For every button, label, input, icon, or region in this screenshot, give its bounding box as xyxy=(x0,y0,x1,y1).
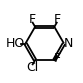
Text: F: F xyxy=(54,13,61,26)
Text: F: F xyxy=(54,52,61,65)
Text: HO: HO xyxy=(6,37,25,50)
Text: N: N xyxy=(63,37,73,50)
Text: F: F xyxy=(29,13,36,26)
Text: Cl: Cl xyxy=(26,61,38,74)
